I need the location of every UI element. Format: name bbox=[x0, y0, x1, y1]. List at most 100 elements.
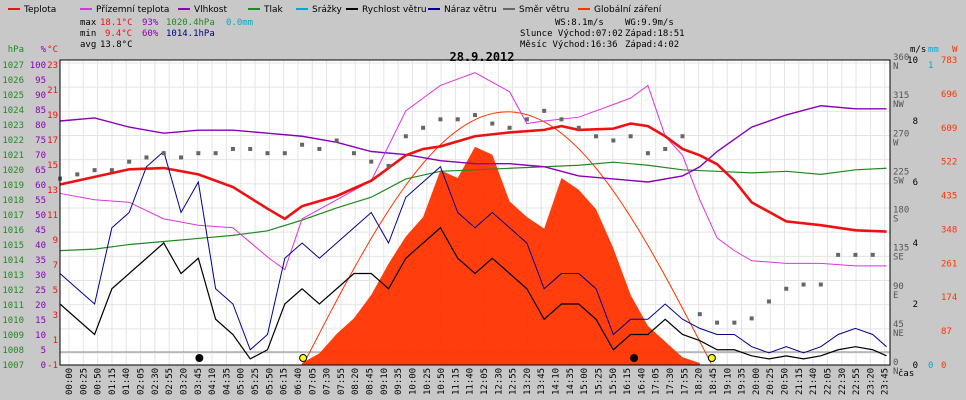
axis-humidity-tick: 25 bbox=[35, 286, 46, 296]
axis-hpa-tick: 1016 bbox=[2, 226, 24, 236]
axis-x-tick: 05:00 bbox=[237, 368, 247, 395]
axis-temperature-tick: 9 bbox=[53, 236, 58, 246]
axis-temperature-unit: °C bbox=[47, 45, 58, 55]
axis-x-tick: 10:00 bbox=[408, 368, 418, 395]
axis-direction-label: N bbox=[893, 62, 898, 72]
axis-x-tick: 10:50 bbox=[437, 368, 447, 395]
axis-hpa-unit: hPa bbox=[8, 45, 24, 55]
axis-x-tick: 12:05 bbox=[480, 368, 490, 395]
axis-radiation-tick: 696 bbox=[941, 90, 957, 100]
axis-x-tick: 00:50 bbox=[94, 368, 104, 395]
series-n-raz-v-tru bbox=[59, 150, 887, 354]
axis-radiation-tick: 522 bbox=[941, 158, 957, 168]
wind-direction-points bbox=[58, 108, 875, 325]
axis-hpa-tick: 1011 bbox=[2, 301, 24, 311]
axis-x-tick: 16:15 bbox=[623, 368, 633, 395]
wind-direction-point bbox=[611, 138, 616, 143]
axis-direction-tick: 360 bbox=[893, 53, 909, 63]
legend-label: Teplota bbox=[23, 5, 56, 15]
axis-direction-tick: 225 bbox=[893, 167, 909, 177]
wind-direction-point bbox=[351, 151, 356, 156]
axis-x-tick: 06:15 bbox=[280, 368, 290, 395]
axis-direction-label: N bbox=[893, 367, 898, 377]
wind-direction-point bbox=[680, 134, 685, 139]
axis-hpa-tick: 1026 bbox=[2, 76, 24, 86]
axis-humidity-tick: 70 bbox=[35, 151, 46, 161]
wind-direction-point bbox=[507, 125, 512, 130]
axis-x-tick: 02:05 bbox=[137, 368, 147, 395]
series-rychlost-v-tru bbox=[59, 226, 887, 360]
wind-direction-point bbox=[230, 146, 235, 151]
stat-min-press: 1014.1hPa bbox=[166, 29, 215, 39]
axis-x-tick: 18:45 bbox=[709, 368, 719, 395]
wind-direction-point bbox=[248, 146, 253, 151]
axis-x-tick: 04:35 bbox=[222, 368, 232, 395]
sun-moon-marker bbox=[195, 354, 204, 362]
axis-x-tick: 20:25 bbox=[766, 368, 776, 395]
series-globalni-zareni bbox=[302, 146, 700, 365]
axis-radiation-tick: 609 bbox=[941, 124, 957, 134]
axis-x-tick: 07:05 bbox=[308, 368, 318, 395]
axis-x-tick: 20:00 bbox=[752, 368, 762, 395]
sun-moon-marker bbox=[707, 354, 716, 362]
axis-hpa-tick: 1027 bbox=[2, 61, 24, 71]
wind-direction-point bbox=[92, 168, 97, 173]
wind-direction-point bbox=[836, 252, 841, 257]
wind-direction-point bbox=[265, 151, 270, 156]
axis-x-tick: 09:35 bbox=[394, 368, 404, 395]
axis-radiation-tick: 435 bbox=[941, 192, 957, 202]
wind-direction-point bbox=[403, 134, 408, 139]
axis-temperature-tick: 23 bbox=[47, 61, 58, 71]
axis-x-tick: 09:10 bbox=[380, 368, 390, 395]
axis-wind-tick: 10 bbox=[907, 56, 918, 66]
stat-avg-label: avg bbox=[80, 40, 96, 50]
info-ws: WS:8.1m/s bbox=[555, 18, 604, 28]
axes: 1027102610251024102310221021102010191018… bbox=[2, 45, 958, 395]
wind-direction-point bbox=[490, 121, 495, 126]
axis-humidity-tick: 90 bbox=[35, 91, 46, 101]
axis-hpa-tick: 1008 bbox=[2, 346, 24, 356]
axis-x-tick: 22:05 bbox=[823, 368, 833, 395]
axis-x-tick: 21:40 bbox=[809, 368, 819, 395]
wind-direction-point bbox=[109, 168, 114, 173]
axis-x-tick: 12:55 bbox=[509, 368, 519, 395]
axis-x-tick: 23:45 bbox=[881, 368, 891, 395]
series-p-zemn-teplota bbox=[59, 72, 887, 271]
wind-direction-point bbox=[697, 312, 702, 317]
axis-wind-unit: m/s bbox=[910, 45, 926, 55]
axis-wind-tick: 6 bbox=[913, 178, 918, 188]
wind-direction-point bbox=[369, 159, 374, 164]
wind-direction-point bbox=[386, 163, 391, 168]
wind-direction-point bbox=[818, 282, 823, 287]
axis-x-tick: 04:10 bbox=[208, 368, 218, 395]
axis-x-tick: 13:45 bbox=[537, 368, 547, 395]
axis-humidity-tick: 95 bbox=[35, 76, 46, 86]
axis-hpa-tick: 1019 bbox=[2, 181, 24, 191]
axis-x-tick: 15:25 bbox=[594, 368, 604, 395]
axis-x-tick: 06:40 bbox=[294, 368, 304, 395]
legend-label: Srážky bbox=[312, 5, 343, 15]
axis-humidity-tick: 15 bbox=[35, 316, 46, 326]
axis-x-label: čas bbox=[898, 368, 914, 379]
sun-curve bbox=[302, 111, 712, 366]
axis-x-tick: 14:10 bbox=[552, 368, 562, 395]
axis-temperature-tick: -1 bbox=[47, 361, 58, 371]
axis-rain-tick: 1 bbox=[928, 61, 933, 71]
axis-humidity-tick: 50 bbox=[35, 211, 46, 221]
axis-x-tick: 11:40 bbox=[466, 368, 476, 395]
stat-min-label: min bbox=[80, 29, 96, 39]
axis-x-tick: 14:35 bbox=[566, 368, 576, 395]
wind-direction-point bbox=[438, 117, 443, 122]
axis-x-tick: 07:30 bbox=[323, 368, 333, 395]
axis-x-tick: 19:35 bbox=[738, 368, 748, 395]
axis-direction-tick: 180 bbox=[893, 206, 909, 216]
chart-title: 28.9.2012 bbox=[449, 50, 514, 64]
wind-direction-point bbox=[663, 146, 668, 151]
axis-humidity-tick: 20 bbox=[35, 301, 46, 311]
stat-min-temp: 9.4°C bbox=[105, 29, 132, 39]
stat-avg-temp: 13.8°C bbox=[100, 40, 133, 50]
axis-wind-tick: 2 bbox=[913, 300, 918, 310]
legend-label: Náraz větru bbox=[444, 5, 497, 15]
axis-x-tick: 15:00 bbox=[580, 368, 590, 395]
axis-x-tick: 23:20 bbox=[866, 368, 876, 395]
